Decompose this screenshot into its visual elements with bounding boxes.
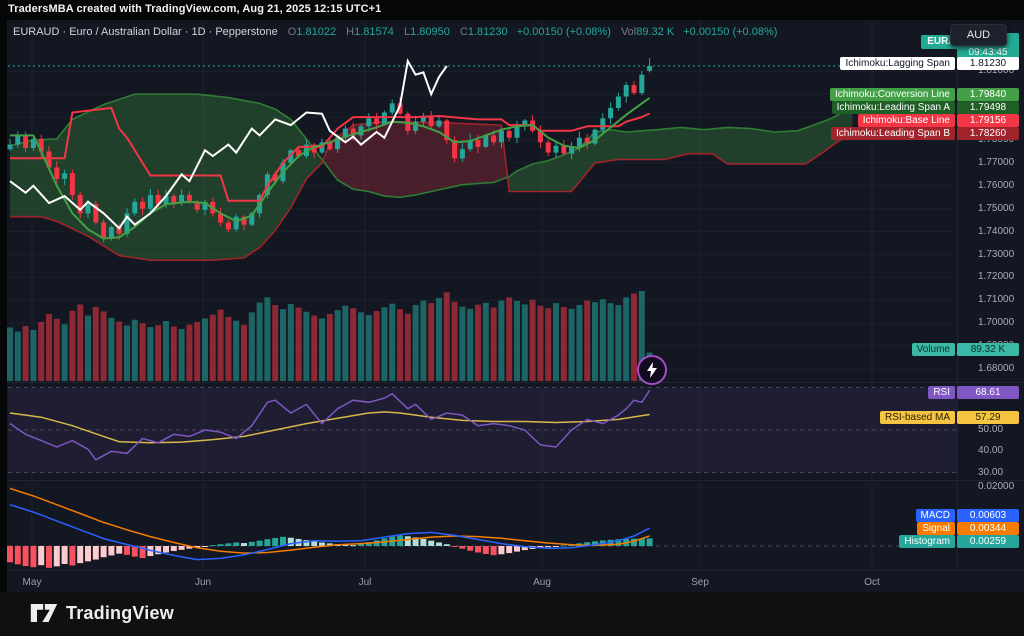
time-axis-label: May	[22, 577, 42, 588]
low-label: L	[403, 26, 411, 38]
lightning-badge[interactable]	[637, 355, 667, 385]
rsi-ma-badge-row: RSI-based MA 57.29	[879, 411, 1019, 424]
volume-change: +0.00150 (+0.08%)	[683, 26, 778, 38]
ichimoku-span-b-row: Ichimoku:Leading Span B 1.78260	[831, 127, 1019, 140]
ichimoku-span-a-row: Ichimoku:Leading Span A 1.79498	[831, 101, 1019, 114]
change-value: +0.00150 (+0.08%)	[516, 26, 611, 38]
ichimoku-span-a-value: 1.79498	[957, 101, 1019, 114]
time-axis-label: Sep	[691, 577, 709, 588]
macd-badge-row: MACD 0.00603	[915, 509, 1019, 522]
logo-bar: TradingView	[0, 592, 1024, 636]
price-axis-label: 1.75000	[978, 202, 1015, 214]
price-axis-label: 1.74000	[978, 225, 1015, 237]
ichimoku-span-b-label: Ichimoku:Leading Span B	[831, 127, 955, 140]
signal-badge-value: 0.00344	[957, 522, 1019, 535]
ichimoku-span-b-value: 1.78260	[957, 127, 1019, 140]
ichimoku-lagging-row: Ichimoku:Lagging Span 1.81230	[840, 57, 1019, 70]
macd-badge-value: 0.00603	[957, 509, 1019, 522]
volume-value: 89.32 K	[636, 26, 675, 38]
histogram-badge-label: Histogram	[899, 535, 955, 548]
attribution-bar: TradersMBA created with TradingView.com,…	[0, 0, 1024, 20]
ichimoku-base-label: Ichimoku:Base Line	[857, 114, 955, 127]
volume-badge-row: Volume 89.32 K	[911, 343, 1019, 356]
time-axis-label: Jul	[358, 577, 372, 588]
signal-badge-label: Signal	[917, 522, 955, 535]
price-axis-label: 1.68000	[978, 363, 1015, 374]
open-value: 1.81022	[296, 26, 337, 38]
ichimoku-conversion-row: Ichimoku:Conversion Line 1.79840	[829, 88, 1019, 101]
macd-axis-label: 0.02000	[978, 481, 1015, 492]
rsi-badge-value: 68.61	[957, 386, 1019, 399]
ichimoku-lagging-value: 1.81230	[957, 57, 1019, 70]
lightning-icon	[647, 362, 657, 378]
close-label: C	[459, 26, 468, 38]
volume-badge-label: Volume	[911, 343, 955, 356]
currency-dropdown-button[interactable]: AUD	[950, 24, 1007, 46]
ichimoku-conversion-value: 1.79840	[957, 88, 1019, 101]
price-axis-label: 1.71000	[978, 294, 1015, 306]
tradingview-logo-icon	[30, 603, 58, 623]
time-axis-label: Oct	[864, 577, 880, 588]
volume-label: Vol	[620, 26, 637, 38]
rsi-ma-badge-label: RSI-based MA	[879, 411, 955, 424]
symbol-header[interactable]: EURAUD · Euro / Australian Dollar · 1D ·…	[13, 26, 777, 38]
symbol-title: EURAUD · Euro / Australian Dollar · 1D ·…	[13, 26, 278, 38]
ichimoku-base-row: Ichimoku:Base Line 1.79156	[857, 114, 1019, 127]
high-value: 1.81574	[354, 26, 394, 38]
price-axis-label: 1.77000	[978, 156, 1015, 168]
price-axis-label: 1.72000	[978, 271, 1015, 283]
rsi-axis-label: 30.00	[978, 466, 1004, 478]
rsi-badge-row: RSI 68.61	[928, 386, 1019, 399]
attribution-text: TradersMBA created with TradingView.com,…	[8, 3, 382, 15]
close-value: 1.81230	[467, 26, 508, 38]
time-axis-label: Jun	[194, 577, 212, 588]
high-label: H	[346, 26, 355, 38]
rsi-axis-label: 40.00	[978, 445, 1004, 457]
ichimoku-base-value: 1.79156	[957, 114, 1019, 127]
histogram-badge-row: Histogram 0.00259	[899, 535, 1019, 548]
price-axis-label: 1.70000	[978, 317, 1015, 329]
volume-badge-value: 89.32 K	[957, 343, 1019, 356]
ichimoku-conversion-label: Ichimoku:Conversion Line	[829, 88, 955, 101]
ichimoku-span-a-label: Ichimoku:Leading Span A	[831, 101, 955, 114]
rsi-ma-badge-value: 57.29	[957, 411, 1019, 424]
price-axis-label: 1.73000	[978, 248, 1015, 260]
bar-countdown: 09:43:45	[968, 47, 1008, 58]
low-value: 1.80950	[410, 26, 450, 38]
time-axis-label: Aug	[533, 577, 551, 588]
rsi-badge-label: RSI	[928, 386, 955, 399]
signal-badge-row: Signal 0.00344	[917, 522, 1019, 535]
price-axis-label: 1.81000	[978, 65, 1015, 77]
tradingview-logo[interactable]: TradingView	[30, 601, 174, 625]
histogram-badge-value: 0.00259	[957, 535, 1019, 548]
rsi-axis-label: 50.00	[978, 424, 1004, 435]
open-label: O	[287, 26, 297, 38]
macd-badge-label: MACD	[915, 509, 955, 522]
price-axis-label: 1.76000	[978, 179, 1015, 191]
ichimoku-lagging-label: Ichimoku:Lagging Span	[840, 57, 955, 70]
tradingview-logo-text: TradingView	[66, 602, 174, 623]
